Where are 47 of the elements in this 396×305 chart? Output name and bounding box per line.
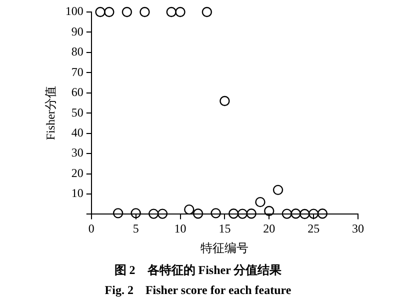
point	[210, 208, 221, 218]
point	[237, 208, 248, 219]
y-tick-label: 20	[71, 166, 84, 180]
point	[95, 6, 106, 18]
y-tick-label: 100	[65, 4, 84, 18]
point	[282, 208, 292, 219]
point	[130, 208, 141, 218]
caption: 图 2 各特征的 Fisher 分值结果	[113, 262, 283, 279]
point	[220, 96, 230, 106]
x-tick-label: 15	[218, 222, 231, 236]
y-tick-label: 80	[71, 44, 84, 59]
x-axis-title: 特征编号	[200, 240, 249, 255]
y-tick-label: 60	[71, 85, 84, 100]
x-tick-label: 5	[132, 222, 139, 236]
point	[228, 208, 239, 219]
x-tick-label: 30	[352, 222, 364, 236]
y-axis-title: Fisher分值	[43, 86, 58, 140]
point	[300, 208, 310, 220]
point	[112, 208, 124, 218]
point	[157, 208, 168, 219]
y-tick-label: 90	[71, 24, 84, 38]
point	[246, 208, 256, 219]
point	[122, 6, 132, 18]
y-tick-label: 10	[71, 186, 84, 200]
y-tick-label: 40	[71, 125, 84, 140]
point	[264, 206, 274, 216]
point	[290, 208, 301, 219]
y-tick-label: 50	[71, 105, 84, 120]
point	[104, 6, 114, 18]
point	[166, 6, 176, 18]
caption: Fig. 2 Fisher score for each feature	[104, 282, 292, 299]
point	[140, 6, 150, 18]
point	[184, 204, 194, 215]
point	[202, 6, 212, 18]
x-tick-label: 0	[88, 222, 94, 236]
x-tick-label: 25	[308, 222, 320, 236]
x-tick-label: 20	[263, 222, 276, 236]
point	[272, 184, 284, 196]
point	[308, 208, 319, 219]
point	[317, 208, 328, 219]
y-tick-label: 70	[71, 64, 84, 79]
point	[255, 196, 266, 208]
x-tick-label: 10	[174, 222, 186, 236]
point	[175, 6, 186, 18]
y-tick-label: 30	[71, 146, 84, 160]
point	[148, 208, 159, 219]
point	[192, 208, 204, 219]
